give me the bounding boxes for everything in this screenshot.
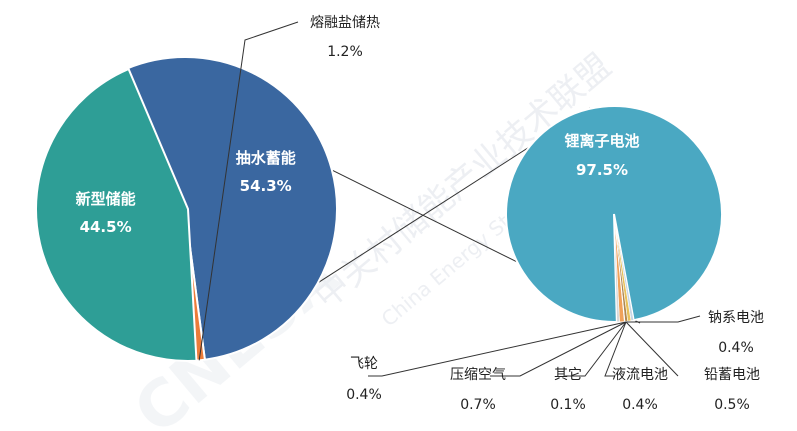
leader-line-molten-salt [198, 21, 299, 361]
leader-line-1 [626, 315, 701, 323]
detail-value-6: 0.4% [346, 387, 382, 403]
leader-line-4 [565, 321, 627, 377]
detail-value-5: 0.7% [460, 397, 496, 413]
leader-line-2 [625, 321, 679, 377]
detail-value-1: 0.4% [718, 340, 754, 356]
main-pie-slice-0 [124, 55, 338, 361]
detail-label-1: 钠系电池 [708, 310, 764, 326]
label-molten-salt: 熔融盐储热 [310, 15, 380, 31]
detail-label-5: 压缩空气 [450, 367, 506, 383]
main-pie-value-0: 54.3% [240, 177, 292, 195]
detail-label-2: 铅蓄电池 [704, 367, 760, 383]
detail-pie-slice-0 [505, 105, 723, 323]
main-pie-slice-2 [35, 67, 198, 362]
main-pie-value-2: 44.5% [80, 218, 132, 236]
value-molten-salt: 1.2% [327, 44, 363, 60]
detail-pie-label-0: 锂离子电池 [564, 132, 639, 150]
pie-labels: 抽水蓄能 54.3% 新型储能 44.5% 熔融盐储热 1.2% 锂离子电池 97.5% 飞轮 0… [76, 15, 764, 413]
main-pie-label-2: 新型储能 [76, 190, 136, 208]
detail-value-2: 0.5% [714, 397, 750, 413]
detail-label-3: 液流电池 [612, 367, 668, 383]
main-pie [35, 55, 338, 362]
leader-line-6 [368, 321, 627, 377]
detail-pie-value-0: 97.5% [576, 161, 628, 179]
detail-label-4: 其它 [554, 366, 582, 383]
detail-pie [505, 105, 723, 323]
detail-value-4: 0.1% [550, 397, 586, 413]
leader-line-3 [604, 321, 627, 377]
detail-pie-slice-6 [613, 213, 620, 323]
detail-value-3: 0.4% [622, 397, 658, 413]
detail-label-6: 飞轮 [350, 356, 378, 372]
leader-line-5 [490, 321, 627, 377]
main-pie-label-0: 抽水蓄能 [236, 149, 296, 167]
